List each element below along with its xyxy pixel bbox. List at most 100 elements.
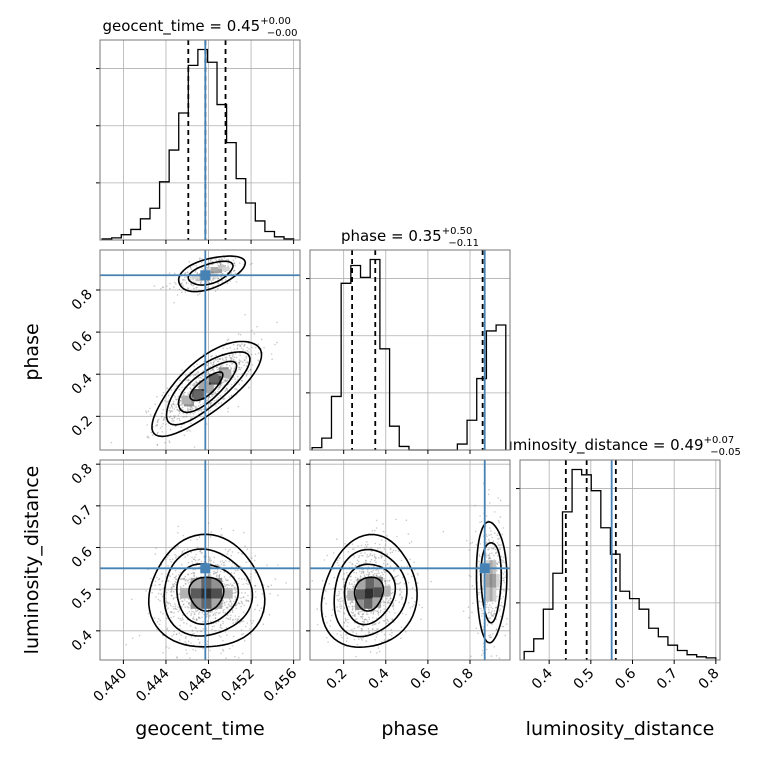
- panel-phase-vs-luminosity-distance-sample-99: [337, 600, 340, 602]
- panel-phase-vs-luminosity-distance-xtick-label-0: 0.2: [323, 666, 350, 693]
- panel-phase-vs-luminosity-distance-sample-901: [498, 604, 501, 607]
- panel-phase-vs-luminosity-distance-sample-6: [363, 610, 366, 613]
- panel-phase-vs-luminosity-distance-sample-275: [371, 628, 374, 631]
- panel-geocent-time-vs-luminosity-distance-sample-474: [178, 632, 181, 634]
- panel-phase-vs-luminosity-distance-sample-311: [340, 588, 342, 591]
- panel-phase-vs-luminosity-distance-sample-114: [380, 554, 382, 556]
- panel-phase-vs-luminosity-distance-sample-624: [389, 633, 391, 636]
- panel-geocent-time-vs-luminosity-distance-sample-724: [177, 525, 179, 528]
- panel-phase-vs-luminosity-distance-density-0-10: [347, 590, 356, 601]
- panel-geocent-time-vs-luminosity-distance-sample-603: [241, 633, 243, 636]
- panel-geocent-time-vs-phase-sample-151: [168, 416, 171, 418]
- panel-geocent-time-vs-phase-sample-368: [206, 399, 209, 402]
- panel-geocent-time-vs-luminosity-distance-sample-150: [196, 546, 199, 549]
- panel-phase-vs-luminosity-distance-sample-925: [499, 548, 501, 550]
- panel-geocent-time-vs-phase-sample-127: [239, 345, 241, 347]
- hist-luminosity-distance-xtick-label-2: 0.6: [612, 665, 639, 692]
- panel-phase-vs-luminosity-distance-sample-410: [373, 553, 376, 556]
- panel-phase-vs-luminosity-distance-sample-63: [355, 571, 358, 574]
- panel-geocent-time-vs-luminosity-distance-sample-167: [170, 591, 173, 593]
- panel-geocent-time-vs-luminosity-distance-sample-243: [240, 565, 242, 568]
- panel-phase-vs-luminosity-distance-sample-369: [405, 613, 407, 616]
- panel-phase-vs-luminosity-distance-density-1-6: [485, 587, 490, 602]
- panel-geocent-time-vs-luminosity-distance-sample-505: [229, 576, 231, 578]
- panel-geocent-time-vs-luminosity-distance-sample-890: [216, 608, 218, 611]
- panel-geocent-time-vs-luminosity-distance-sample-829: [177, 573, 180, 576]
- panel-geocent-time-vs-phase-sample-806: [176, 408, 179, 411]
- panel-phase-vs-luminosity-distance-sample-417: [383, 548, 386, 551]
- panel-geocent-time-vs-phase-sample-162: [212, 361, 215, 364]
- panel-geocent-time-vs-luminosity-distance-sample-659: [175, 578, 177, 581]
- panel-phase-vs-luminosity-distance-sample-407: [361, 639, 363, 641]
- panel-geocent-time-vs-phase-sample-342: [174, 425, 177, 428]
- panel-geocent-time-vs-phase-sample-179: [238, 383, 241, 386]
- panel-phase-vs-luminosity-distance-sample-765: [392, 591, 394, 594]
- panel-geocent-time-vs-luminosity-distance-sample-159: [222, 599, 224, 602]
- panel-phase-vs-luminosity-distance-sample-693: [399, 588, 401, 590]
- panel-geocent-time-vs-phase-sample-695: [182, 392, 184, 395]
- panel-geocent-time-vs-phase-sample-3: [211, 393, 213, 396]
- panel-geocent-time-vs-luminosity-distance-xtick-label-1: 0.444: [133, 665, 173, 705]
- x-axis-label-phase: phase: [381, 718, 438, 740]
- panel-geocent-time-vs-luminosity-distance-sample-915: [241, 601, 243, 603]
- panel-phase-vs-luminosity-distance-sample-349: [386, 618, 388, 621]
- panel-phase-vs-luminosity-distance-sample-587: [352, 586, 355, 589]
- panel-geocent-time-vs-phase-sample-663: [161, 412, 163, 415]
- panel-geocent-time-vs-phase-sample-1114: [212, 277, 215, 279]
- panel-geocent-time-vs-phase-sample-653: [156, 421, 159, 424]
- panel-geocent-time-vs-luminosity-distance-sample-138: [188, 578, 190, 580]
- panel-geocent-time-vs-phase-sample-787: [227, 338, 230, 341]
- panel-phase-vs-luminosity-distance-sample-823: [500, 604, 502, 607]
- panel-phase-vs-luminosity-distance-sample-462: [368, 571, 370, 574]
- panel-phase-vs-luminosity-distance-sample-559: [345, 633, 347, 636]
- panel-geocent-time-vs-luminosity-distance-sample-959: [167, 580, 170, 582]
- panel-geocent-time-vs-luminosity-distance-density-0-1: [211, 588, 223, 599]
- panel-phase-vs-luminosity-distance-sample-297: [362, 572, 365, 574]
- title-phase: phase = 0.35+0.50 −0.11: [341, 226, 479, 249]
- panel-geocent-time-vs-luminosity-distance-sample-880: [211, 625, 214, 628]
- panel-phase-vs-luminosity-distance-sample-679: [345, 620, 347, 622]
- panel-geocent-time-vs-luminosity-distance-sample-355: [179, 624, 181, 627]
- panel-phase-vs-luminosity-distance-sample-594: [386, 597, 388, 600]
- panel-phase-vs-luminosity-distance-sample-524: [375, 617, 378, 620]
- panel-phase-vs-luminosity-distance-sample-1031: [506, 618, 508, 620]
- hist-phase-bin-8: [390, 426, 400, 450]
- panel-phase-vs-luminosity-distance-sample-786: [387, 584, 389, 586]
- panel-geocent-time-vs-luminosity-distance-sample-431: [238, 602, 241, 605]
- panel-phase-vs-luminosity-distance-sample-879: [488, 502, 491, 504]
- panel-phase-vs-luminosity-distance-sample-931: [493, 532, 496, 534]
- panel-geocent-time-vs-luminosity-distance-sample-945: [235, 565, 238, 568]
- panel-geocent-time-vs-luminosity-distance-sample-181: [167, 565, 169, 567]
- title-geocent-time: geocent_time = 0.45+0.00 −0.00: [102, 16, 297, 39]
- panel-geocent-time-vs-luminosity-distance-sample-648: [182, 603, 185, 605]
- panel-phase-vs-luminosity-distance-sample-84: [331, 614, 333, 617]
- panel-geocent-time-vs-phase-sample-348: [260, 338, 263, 341]
- panel-geocent-time-vs-phase-sample-1005: [192, 278, 194, 281]
- panel-geocent-time-vs-phase-sample-742: [164, 441, 166, 444]
- panel-geocent-time-vs-phase-sample-255: [211, 395, 213, 398]
- panel-geocent-time-vs-luminosity-distance-density-0-8: [190, 577, 202, 589]
- panel-geocent-time-vs-luminosity-distance-sample-415: [230, 554, 232, 557]
- panel-geocent-time-vs-phase-sample-45: [202, 365, 205, 367]
- panel-phase-vs-luminosity-distance-sample-444: [382, 596, 385, 598]
- panel-phase-vs-luminosity-distance-sample-730: [342, 578, 344, 580]
- panel-geocent-time-vs-phase-sample-284: [162, 418, 165, 421]
- panel-geocent-time-vs-phase-sample-827: [145, 411, 148, 414]
- panel-phase-vs-luminosity-distance-sample-519: [384, 580, 387, 583]
- panel-phase-vs-luminosity-distance-sample-459: [366, 573, 368, 576]
- panel-geocent-time-vs-phase-sample-983: [235, 281, 238, 283]
- panel-geocent-time-vs-luminosity-distance-sample-947: [230, 614, 232, 617]
- panel-geocent-time-vs-luminosity-distance-sample-700: [184, 582, 187, 585]
- panel-geocent-time-vs-luminosity-distance-sample-831: [170, 616, 172, 619]
- panel-phase-vs-luminosity-distance-sample-582: [359, 575, 362, 577]
- panel-phase-vs-luminosity-distance-sample-553: [368, 630, 370, 633]
- panel-geocent-time-vs-phase-contour-1-0: [187, 260, 234, 286]
- panel-phase-vs-luminosity-distance-sample-1122: [496, 563, 499, 566]
- panel-geocent-time-vs-luminosity-distance-sample-848: [228, 618, 230, 620]
- hist-luminosity-distance-bin-13: [649, 628, 659, 660]
- panel-phase-vs-luminosity-distance-sample-185: [353, 638, 356, 641]
- panel-phase-vs-luminosity-distance-sample-284: [383, 562, 385, 565]
- panel-geocent-time-vs-luminosity-distance-sample-793: [254, 585, 257, 587]
- panel-geocent-time-vs-phase-sample-833: [181, 406, 184, 409]
- panel-geocent-time-vs-phase-sample-164: [194, 411, 196, 414]
